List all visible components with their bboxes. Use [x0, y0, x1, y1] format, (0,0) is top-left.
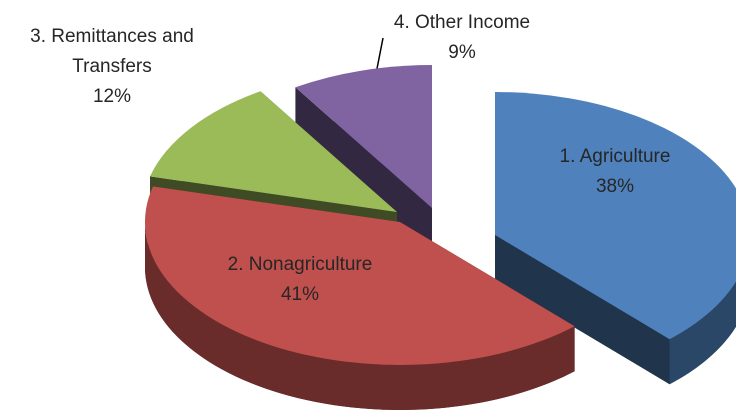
category-label: 3. Remittances and Transfers	[30, 26, 194, 77]
value-label: 9%	[448, 42, 476, 63]
slice	[144, 186, 575, 365]
slice-side	[495, 235, 670, 385]
slice-label: 2. Nonagriculture 41%	[190, 250, 410, 310]
category-label: 2. Nonagriculture	[227, 254, 373, 275]
slice-label: 3. Remittances and Transfers 12%	[12, 22, 212, 112]
slice-label: 1. Agriculture 38%	[505, 142, 725, 202]
slice-rim	[145, 222, 575, 410]
category-label: 4. Other Income	[393, 12, 531, 33]
slice	[295, 65, 432, 208]
slice	[150, 91, 397, 212]
slice-side	[295, 87, 432, 253]
category-label: 1. Agriculture	[559, 146, 671, 167]
value-label: 12%	[92, 86, 132, 107]
value-label: 41%	[280, 284, 320, 305]
slice	[495, 92, 736, 340]
value-label: 38%	[595, 176, 635, 197]
slice-label: 4. Other Income 9%	[352, 8, 572, 68]
slice-rim	[669, 281, 736, 385]
